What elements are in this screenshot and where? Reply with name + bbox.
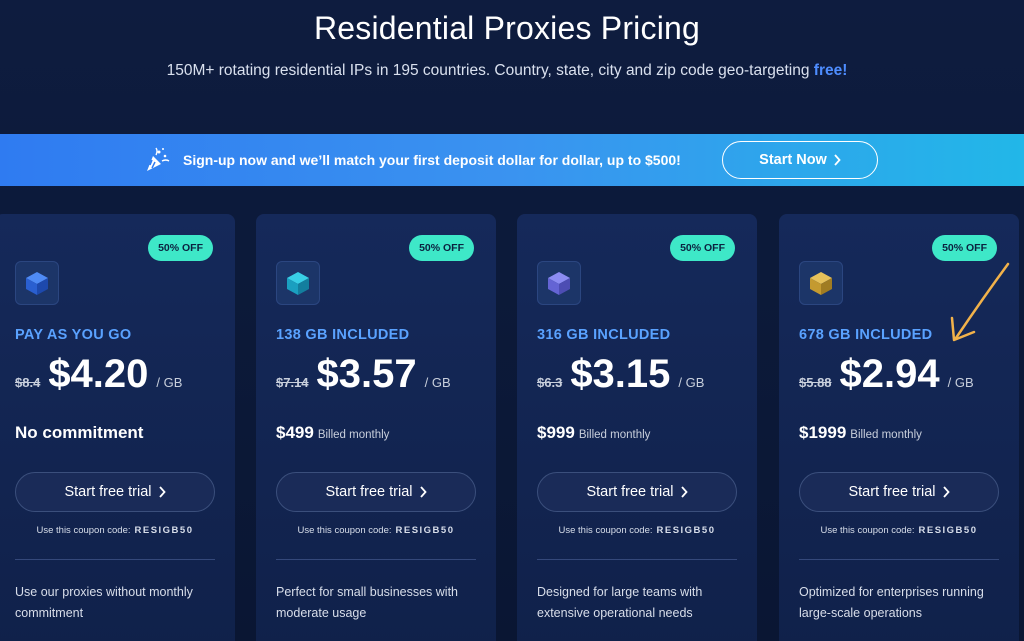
billing-period: Billed monthly bbox=[317, 429, 390, 441]
discount-badge: 50% OFF bbox=[148, 235, 213, 261]
old-price: $5.88 bbox=[799, 375, 832, 390]
price: $4.20 bbox=[48, 352, 149, 396]
discount-badge: 50% OFF bbox=[670, 235, 735, 261]
coupon-code: RESIGB50 bbox=[918, 525, 978, 536]
pricing-card: 50% OFF 678 GB INCLUDED $5.88 $2.94 / GB… bbox=[779, 214, 1019, 641]
price-row: $5.88 $2.94 / GB bbox=[799, 352, 974, 397]
billing-amount: $1999 bbox=[799, 423, 847, 442]
coupon-info: Use this coupon code: RESIGB50 bbox=[256, 525, 496, 536]
chevron-right-icon bbox=[419, 486, 427, 498]
card-divider bbox=[799, 559, 999, 560]
subtitle-free-highlight: free! bbox=[813, 62, 848, 79]
billing: $499 Billed monthly bbox=[276, 423, 389, 443]
start-free-trial-button[interactable]: Start free trial bbox=[537, 472, 737, 512]
subtitle-text: 150M+ rotating residential IPs in 195 co… bbox=[166, 62, 814, 79]
billing-amount: $499 bbox=[276, 423, 314, 442]
price: $3.15 bbox=[570, 352, 671, 396]
start-free-trial-label: Start free trial bbox=[325, 484, 413, 500]
price-unit: / GB bbox=[947, 375, 974, 390]
plan-description: Optimized for enterprises running large-… bbox=[799, 585, 984, 620]
plan-name: 316 GB INCLUDED bbox=[537, 327, 671, 343]
chevron-right-icon bbox=[158, 486, 166, 498]
pricing-card: 50% OFF 138 GB INCLUDED $7.14 $3.57 / GB… bbox=[256, 214, 496, 641]
billing: $999 Billed monthly bbox=[537, 423, 650, 443]
start-free-trial-button[interactable]: Start free trial bbox=[15, 472, 215, 512]
price-unit: / GB bbox=[156, 375, 183, 390]
plan-name: 678 GB INCLUDED bbox=[799, 327, 933, 343]
price-row: $6.3 $3.15 / GB bbox=[537, 352, 704, 397]
start-now-label: Start Now bbox=[759, 152, 827, 168]
discount-badge: 50% OFF bbox=[932, 235, 997, 261]
coupon-label: Use this coupon code: bbox=[820, 525, 915, 536]
billing-amount: No commitment bbox=[15, 423, 144, 442]
coupon-info: Use this coupon code: RESIGB50 bbox=[779, 525, 1019, 536]
price-unit: / GB bbox=[424, 375, 451, 390]
billing-period: Billed monthly bbox=[578, 429, 651, 441]
card-divider bbox=[537, 559, 737, 560]
chevron-right-icon bbox=[680, 486, 688, 498]
plan-description: Perfect for small businesses with modera… bbox=[276, 585, 459, 620]
plan-icon-box bbox=[276, 261, 320, 305]
cube-blue-icon bbox=[26, 272, 48, 295]
promo-banner: Sign-up now and we’ll match your first d… bbox=[0, 134, 1024, 186]
plan-name: 138 GB INCLUDED bbox=[276, 327, 410, 343]
coupon-code: RESIGB50 bbox=[395, 525, 455, 536]
start-free-trial-label: Start free trial bbox=[586, 484, 674, 500]
plan-description: Use our proxies without monthly commitme… bbox=[15, 585, 193, 620]
party-popper-icon bbox=[147, 147, 170, 171]
price-row: $8.4 $4.20 / GB bbox=[15, 352, 182, 397]
price: $3.57 bbox=[316, 352, 417, 396]
plan-name: PAY AS YOU GO bbox=[15, 327, 132, 343]
promo-banner-text: Sign-up now and we’ll match your first d… bbox=[183, 152, 681, 168]
old-price: $7.14 bbox=[276, 375, 309, 390]
cube-teal-icon bbox=[287, 272, 309, 295]
start-now-button[interactable]: Start Now bbox=[722, 141, 878, 179]
price: $2.94 bbox=[839, 352, 940, 396]
start-free-trial-button[interactable]: Start free trial bbox=[799, 472, 999, 512]
price-unit: / GB bbox=[678, 375, 705, 390]
plan-icon-box bbox=[15, 261, 59, 305]
old-price: $6.3 bbox=[537, 375, 563, 390]
coupon-info: Use this coupon code: RESIGB50 bbox=[517, 525, 757, 536]
plan-icon-box bbox=[537, 261, 581, 305]
chevron-right-icon bbox=[834, 154, 841, 166]
billing: No commitment bbox=[15, 423, 147, 443]
price-row: $7.14 $3.57 / GB bbox=[276, 352, 451, 397]
card-divider bbox=[276, 559, 476, 560]
start-free-trial-button[interactable]: Start free trial bbox=[276, 472, 476, 512]
coupon-code: RESIGB50 bbox=[656, 525, 716, 536]
plan-description: Designed for large teams with extensive … bbox=[537, 585, 703, 620]
plan-icon-box bbox=[799, 261, 843, 305]
coupon-info: Use this coupon code: RESIGB50 bbox=[0, 525, 235, 536]
cube-purple-icon bbox=[548, 272, 570, 295]
cube-gold-icon bbox=[810, 272, 832, 295]
coupon-label: Use this coupon code: bbox=[558, 525, 653, 536]
chevron-right-icon bbox=[942, 486, 950, 498]
pricing-card: 50% OFF PAY AS YOU GO $8.4 $4.20 / GB No… bbox=[0, 214, 235, 641]
billing-period: Billed monthly bbox=[850, 429, 922, 441]
coupon-label: Use this coupon code: bbox=[297, 525, 392, 536]
billing-amount: $999 bbox=[537, 423, 575, 442]
billing: $1999 Billed monthly bbox=[799, 423, 922, 443]
start-free-trial-label: Start free trial bbox=[848, 484, 936, 500]
page-subtitle: 150M+ rotating residential IPs in 195 co… bbox=[0, 62, 1014, 80]
old-price: $8.4 bbox=[15, 375, 41, 390]
discount-badge: 50% OFF bbox=[409, 235, 474, 261]
start-free-trial-label: Start free trial bbox=[64, 484, 152, 500]
page-title: Residential Proxies Pricing bbox=[313, 10, 700, 46]
coupon-code: RESIGB50 bbox=[134, 525, 194, 536]
card-divider bbox=[15, 559, 215, 560]
coupon-label: Use this coupon code: bbox=[36, 525, 131, 536]
pricing-card: 50% OFF 316 GB INCLUDED $6.3 $3.15 / GB … bbox=[517, 214, 757, 641]
